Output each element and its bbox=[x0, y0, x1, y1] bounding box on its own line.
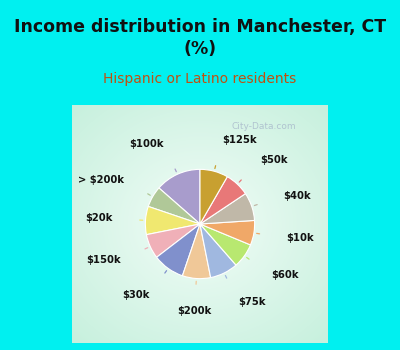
Wedge shape bbox=[182, 224, 211, 279]
Text: $50k: $50k bbox=[260, 155, 287, 165]
Wedge shape bbox=[146, 224, 200, 257]
Text: $20k: $20k bbox=[85, 213, 113, 223]
Text: $75k: $75k bbox=[239, 298, 266, 307]
Text: > $200k: > $200k bbox=[78, 175, 124, 185]
Wedge shape bbox=[157, 224, 200, 276]
Text: $10k: $10k bbox=[286, 233, 314, 243]
Wedge shape bbox=[200, 194, 254, 224]
Text: $100k: $100k bbox=[130, 139, 164, 149]
Text: City-Data.com: City-Data.com bbox=[232, 122, 296, 131]
Text: $150k: $150k bbox=[86, 255, 120, 265]
Text: $200k: $200k bbox=[177, 306, 212, 316]
Text: $40k: $40k bbox=[283, 191, 310, 201]
Wedge shape bbox=[148, 188, 200, 224]
Text: Income distribution in Manchester, CT
(%): Income distribution in Manchester, CT (%… bbox=[14, 18, 386, 58]
Wedge shape bbox=[200, 177, 246, 224]
Text: Hispanic or Latino residents: Hispanic or Latino residents bbox=[103, 72, 297, 86]
Text: $30k: $30k bbox=[122, 290, 149, 300]
Text: $125k: $125k bbox=[223, 134, 257, 145]
Text: $60k: $60k bbox=[271, 270, 298, 280]
Wedge shape bbox=[200, 224, 250, 265]
Wedge shape bbox=[145, 206, 200, 235]
Wedge shape bbox=[200, 224, 236, 278]
Wedge shape bbox=[200, 169, 227, 224]
Wedge shape bbox=[200, 220, 255, 245]
Wedge shape bbox=[159, 169, 200, 224]
